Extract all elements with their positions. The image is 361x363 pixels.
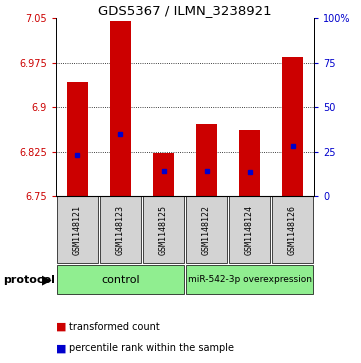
Text: transformed count: transformed count — [69, 322, 159, 332]
Bar — [229, 196, 270, 263]
Bar — [153, 153, 174, 196]
Bar — [272, 196, 313, 263]
Bar — [57, 265, 184, 294]
Bar — [282, 57, 303, 196]
Text: GSM1148124: GSM1148124 — [245, 205, 254, 254]
Text: protocol: protocol — [4, 274, 56, 285]
Bar — [57, 196, 98, 263]
Text: percentile rank within the sample: percentile rank within the sample — [69, 343, 234, 354]
Bar — [196, 124, 217, 196]
Bar — [143, 196, 184, 263]
Bar — [67, 82, 88, 196]
Text: control: control — [101, 274, 140, 285]
Text: miR-542-3p overexpression: miR-542-3p overexpression — [188, 275, 312, 284]
Bar — [110, 21, 131, 196]
Text: GSM1148123: GSM1148123 — [116, 205, 125, 254]
Text: ■: ■ — [56, 322, 66, 332]
Bar — [186, 196, 227, 263]
Text: GSM1148122: GSM1148122 — [202, 205, 211, 254]
Text: ▶: ▶ — [42, 273, 51, 286]
Text: ■: ■ — [56, 343, 66, 354]
Text: GSM1148125: GSM1148125 — [159, 205, 168, 254]
Text: GSM1148126: GSM1148126 — [288, 205, 297, 254]
Bar — [186, 265, 313, 294]
Text: GSM1148121: GSM1148121 — [73, 205, 82, 254]
Bar — [100, 196, 141, 263]
Bar — [239, 130, 260, 196]
Title: GDS5367 / ILMN_3238921: GDS5367 / ILMN_3238921 — [98, 4, 272, 17]
